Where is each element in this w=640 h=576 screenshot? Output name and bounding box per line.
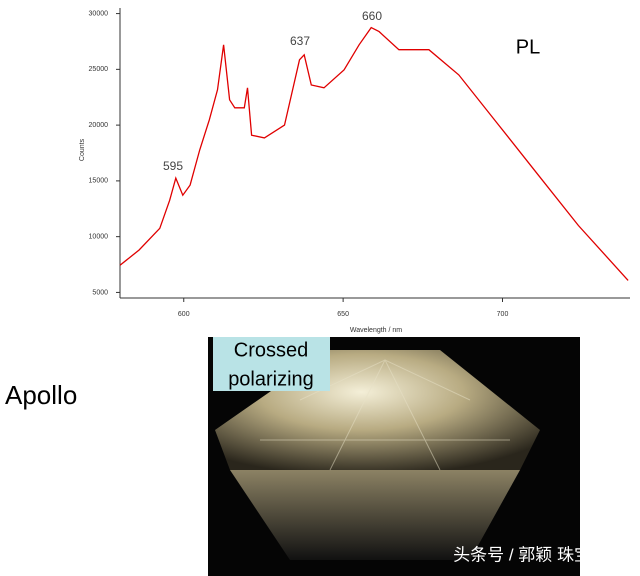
- y-tick-label: 15000: [89, 178, 109, 185]
- x-tick-label: 700: [497, 311, 509, 318]
- x-axis-label: Wavelength / nm: [350, 327, 402, 334]
- spectrum-line: [119, 26, 629, 281]
- y-axis-label: Counts: [79, 138, 86, 161]
- y-tick-label: 5000: [92, 289, 108, 296]
- y-tick-label: 20000: [89, 122, 109, 129]
- y-tick-label: 10000: [89, 233, 109, 240]
- caption-box: [213, 337, 330, 391]
- x-tick-label: 650: [337, 311, 349, 318]
- annotation: PL: [516, 36, 540, 58]
- caption-line: polarizing: [228, 368, 314, 390]
- diamond-pavilion: [230, 470, 520, 560]
- sample-label: Apollo: [5, 380, 77, 410]
- y-tick-label: 25000: [89, 66, 109, 73]
- annotation: 660: [362, 9, 382, 23]
- watermark: 头条号 / 郭颖 珠宝学者: [453, 545, 625, 564]
- x-tick-label: 600: [178, 311, 190, 318]
- annotation: 595: [163, 159, 183, 173]
- annotation: 637: [290, 34, 310, 48]
- caption-line: Crossed: [234, 339, 308, 361]
- y-tick-label: 30000: [89, 10, 109, 17]
